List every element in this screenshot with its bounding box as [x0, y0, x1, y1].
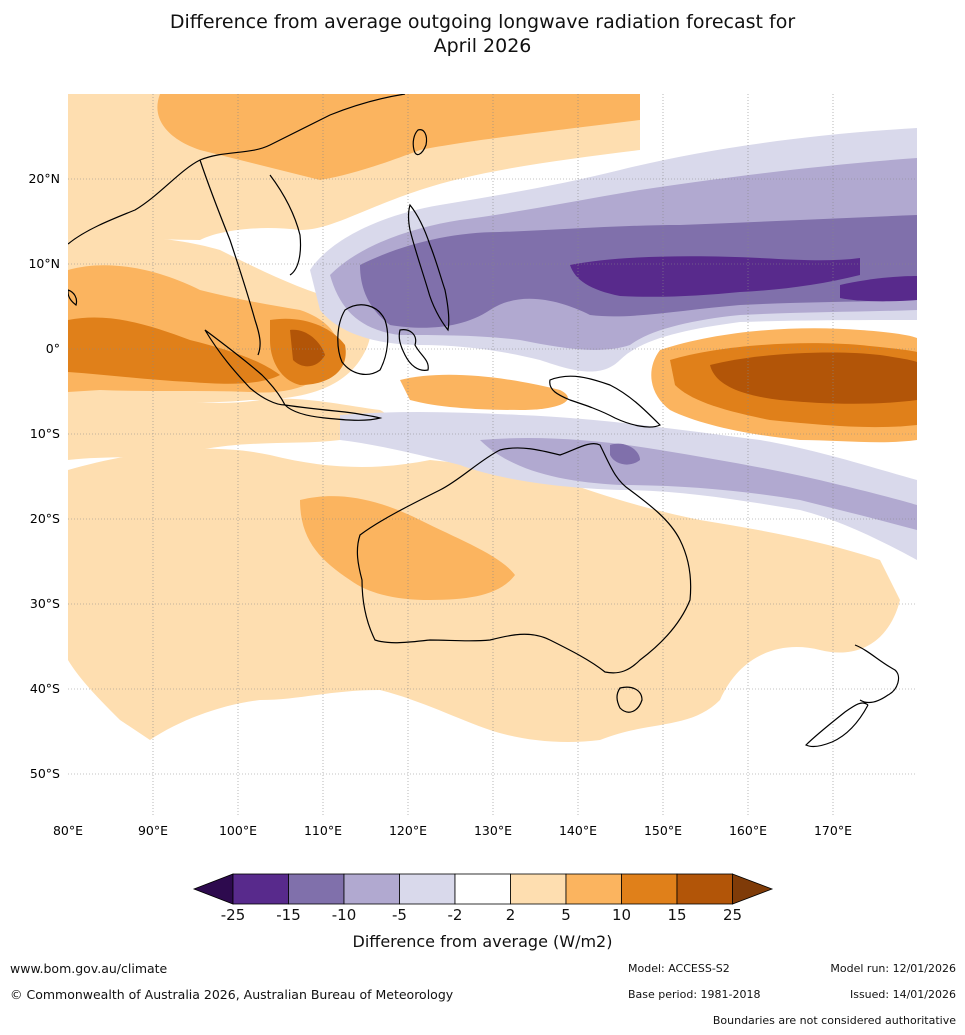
- lon-label-90e: 90°E: [137, 823, 169, 838]
- lon-label-140e: 140°E: [558, 823, 597, 838]
- lat-label-10n: 10°N: [28, 256, 60, 271]
- base-period-text: Base period: 1981-2018: [628, 988, 761, 1001]
- copyright-text: © Commonwealth of Australia 2026, Austra…: [10, 987, 454, 1002]
- lon-label-120e: 120°E: [388, 823, 427, 838]
- lat-label-20s: 20°S: [29, 511, 60, 526]
- model-text: Model: ACCESS-S2: [628, 962, 730, 975]
- lon-label-170e: 170°E: [813, 823, 852, 838]
- title-line-2: April 2026: [433, 35, 532, 57]
- boundaries-note: Boundaries are not considered authoritat…: [712, 1014, 956, 1027]
- lat-label-0: 0°: [45, 341, 60, 356]
- colorbar-tick: 2: [505, 906, 516, 924]
- colorbar-tick: 15: [667, 906, 687, 924]
- lon-label-100e: 100°E: [218, 823, 257, 838]
- lon-label-130e: 130°E: [473, 823, 512, 838]
- colorbar-tick: 10: [611, 906, 632, 924]
- lat-label-40s: 40°S: [29, 681, 60, 696]
- lon-label-80e: 80°E: [52, 823, 84, 838]
- coastlines: [68, 94, 900, 748]
- colorbar-tick: 5: [561, 906, 571, 924]
- issued-text: Issued: 14/01/2026: [849, 988, 956, 1001]
- model-run-text: Model run: 12/01/2026: [830, 962, 956, 975]
- lon-label-150e: 150°E: [643, 823, 682, 838]
- colorbar-tick: 25: [722, 906, 743, 924]
- colorbar-title: Difference from average (W/m2): [352, 932, 613, 951]
- lat-label-10s: 10°S: [29, 426, 60, 441]
- colorbar-tick: -2: [447, 906, 463, 924]
- lat-label-30s: 30°S: [29, 596, 60, 611]
- colorbar-tick: -5: [392, 906, 407, 924]
- lat-label-50s: 50°S: [29, 766, 60, 781]
- map-title: Difference from average outgoing longwav…: [0, 10, 965, 58]
- lon-label-160e: 160°E: [728, 823, 767, 838]
- colorbar-tick: -10: [331, 906, 357, 924]
- colorbar: [192, 873, 774, 905]
- title-line-1: Difference from average outgoing longwav…: [169, 11, 796, 33]
- colorbar-tick: -15: [276, 906, 301, 924]
- lon-label-110e: 110°E: [303, 823, 342, 838]
- lat-label-20n: 20°N: [28, 171, 60, 186]
- colorbar-tick: -25: [220, 906, 246, 924]
- website-link[interactable]: www.bom.gov.au/climate: [10, 961, 168, 976]
